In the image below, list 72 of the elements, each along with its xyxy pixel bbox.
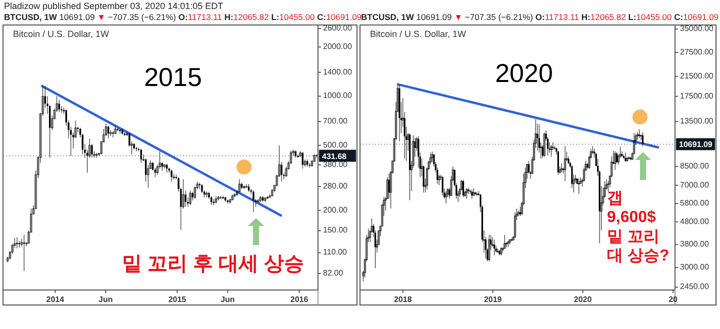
y-tick-label: 5800.00	[680, 198, 710, 208]
y-tick-label: 1400.00	[323, 67, 352, 76]
y-tick-label: 17500.00	[680, 91, 714, 100]
candlestick	[266, 196, 269, 200]
y-tick-label: 7000.00	[680, 180, 710, 190]
chart-title: Bitcoin / U.S. Dollar, 1W	[370, 29, 467, 39]
y-tick-label: 380.00	[323, 160, 348, 169]
x-tick-label: 2014	[46, 295, 65, 304]
candlestick	[488, 234, 490, 262]
candlestick	[182, 178, 184, 209]
x-tick-label: 2018	[394, 295, 412, 304]
text: BTCUSD, 1W 10691.09 ▼ −707.35 (−6.21%) O:11713.11 H:12065.82 L:10455.00 C:10691.09	[361, 12, 719, 22]
y-tick-label: 2000.00	[323, 42, 352, 52]
candlestick	[170, 169, 172, 182]
y-tick-label: 21500.00	[680, 71, 714, 80]
candlestick	[536, 123, 538, 151]
candlestick	[431, 151, 434, 162]
y-tick-label: 1000.00	[323, 91, 352, 100]
annotation: 2015	[144, 62, 202, 92]
y-tick-label: 3800.00	[680, 240, 710, 249]
candlestick	[398, 85, 400, 142]
candlestick	[462, 180, 464, 198]
x-tick-label: Jun	[220, 295, 235, 304]
candlestick	[252, 190, 254, 212]
annotation: 갭 9,600$ 밑 꼬리 대 상승?	[607, 190, 670, 265]
y-tick-label: 2450.00	[680, 282, 710, 292]
ref-line-label: 10691.09	[679, 140, 713, 150]
x-tick-label: 2015	[168, 295, 187, 304]
candlestick	[163, 164, 166, 169]
y-tick-label: 2600.00	[323, 23, 352, 32]
candlestick	[238, 178, 240, 192]
y-tick-label: 13500.00	[680, 116, 714, 126]
candlestick	[543, 132, 546, 157]
x-tick-label: 2019	[484, 295, 502, 304]
y-tick-label: 700.00	[323, 116, 348, 126]
candlestick	[514, 212, 516, 238]
y-tick-label: 35000.00	[680, 24, 714, 34]
candlestick	[58, 100, 60, 112]
x-tick-label: Jun	[98, 295, 113, 304]
candlestick	[228, 198, 232, 204]
y-tick-label: 27500.00	[680, 47, 714, 56]
chart-title: Bitcoin / U.S. Dollar, 1W	[13, 29, 110, 39]
y-tick-label: 110.00	[323, 248, 348, 257]
candlestick	[557, 150, 559, 176]
y-tick-label: 3000.00	[680, 262, 710, 272]
y-tick-label: 200.00	[323, 205, 348, 214]
candlestick	[245, 184, 248, 188]
candlestick	[494, 239, 496, 256]
y-tick-label: 4800.00	[680, 216, 710, 226]
y-tick-label: 280.00	[323, 181, 348, 190]
x-tick-label: 2020	[574, 295, 592, 304]
candlestick	[214, 196, 218, 204]
candlestick	[16, 236, 18, 249]
candlestick	[23, 234, 25, 272]
text: Pladizow published September 03, 2020 14:01:05 EDT	[4, 1, 224, 11]
x-tick-label: 20	[668, 295, 678, 304]
annotation: 밑 꼬리 후 대세 상승	[122, 253, 304, 275]
y-tick-label: 500.00	[323, 140, 348, 150]
candlestick	[259, 196, 262, 202]
candlestick	[571, 165, 573, 188]
candlestick	[222, 196, 224, 200]
text: BTCUSD, 1W 10691.09 ▼ −707.35 (−6.21%) O:11713.11 H:12065.82 L:10455.00 C:10691.09	[4, 12, 362, 22]
candlestick	[107, 125, 110, 139]
y-tick-label: 82.00	[323, 268, 344, 278]
x-tick-label: 2016	[290, 295, 309, 304]
ref-line-label: 431.68	[322, 152, 348, 161]
candlestick	[621, 150, 623, 157]
candlestick	[201, 184, 203, 194]
y-tick-label: 150.00	[323, 226, 348, 235]
candlestick	[189, 190, 192, 206]
y-tick-label: 8500.00	[680, 161, 710, 170]
annotation: 2020	[495, 58, 553, 88]
